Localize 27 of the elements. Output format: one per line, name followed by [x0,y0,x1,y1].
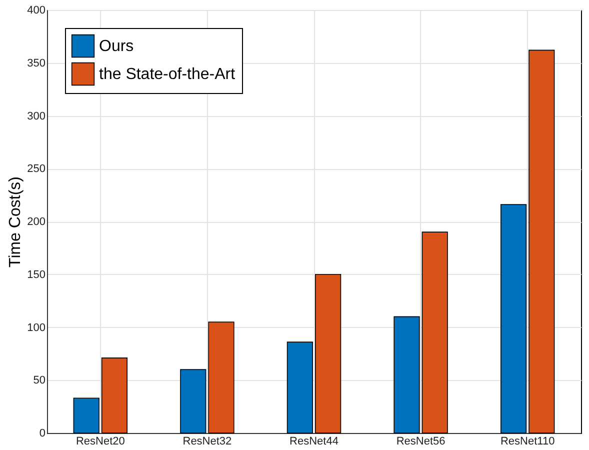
y-tick-label: 300 [27,110,46,122]
y-tick-label: 100 [27,322,46,334]
bar [208,322,234,434]
legend-label: the State-of-the-Art [99,66,236,83]
legend-label: Ours [99,38,134,55]
x-tick-label: ResNet110 [500,436,555,448]
x-tick-label: ResNet32 [182,436,232,448]
y-tick-label: 150 [27,268,46,281]
y-tick-label: 400 [27,4,46,16]
bar [73,398,100,434]
bar [286,342,313,434]
bar [422,232,448,434]
bar [315,274,342,434]
y-tick-label: 200 [27,216,46,228]
bar [528,50,555,434]
bar [500,204,527,434]
y-axis-title: Time Cost(s) [7,176,24,268]
bar [101,358,128,434]
bar [180,369,206,434]
y-tick-label: 50 [33,374,46,387]
y-tick-label: 350 [27,57,46,70]
x-tick-label: ResNet56 [396,436,446,448]
x-tick-label: ResNet44 [290,436,338,448]
bar [394,316,420,434]
x-tick-label: ResNet20 [76,436,125,448]
y-tick-label: 0 [39,428,46,440]
y-tick-label: 250 [27,163,46,176]
